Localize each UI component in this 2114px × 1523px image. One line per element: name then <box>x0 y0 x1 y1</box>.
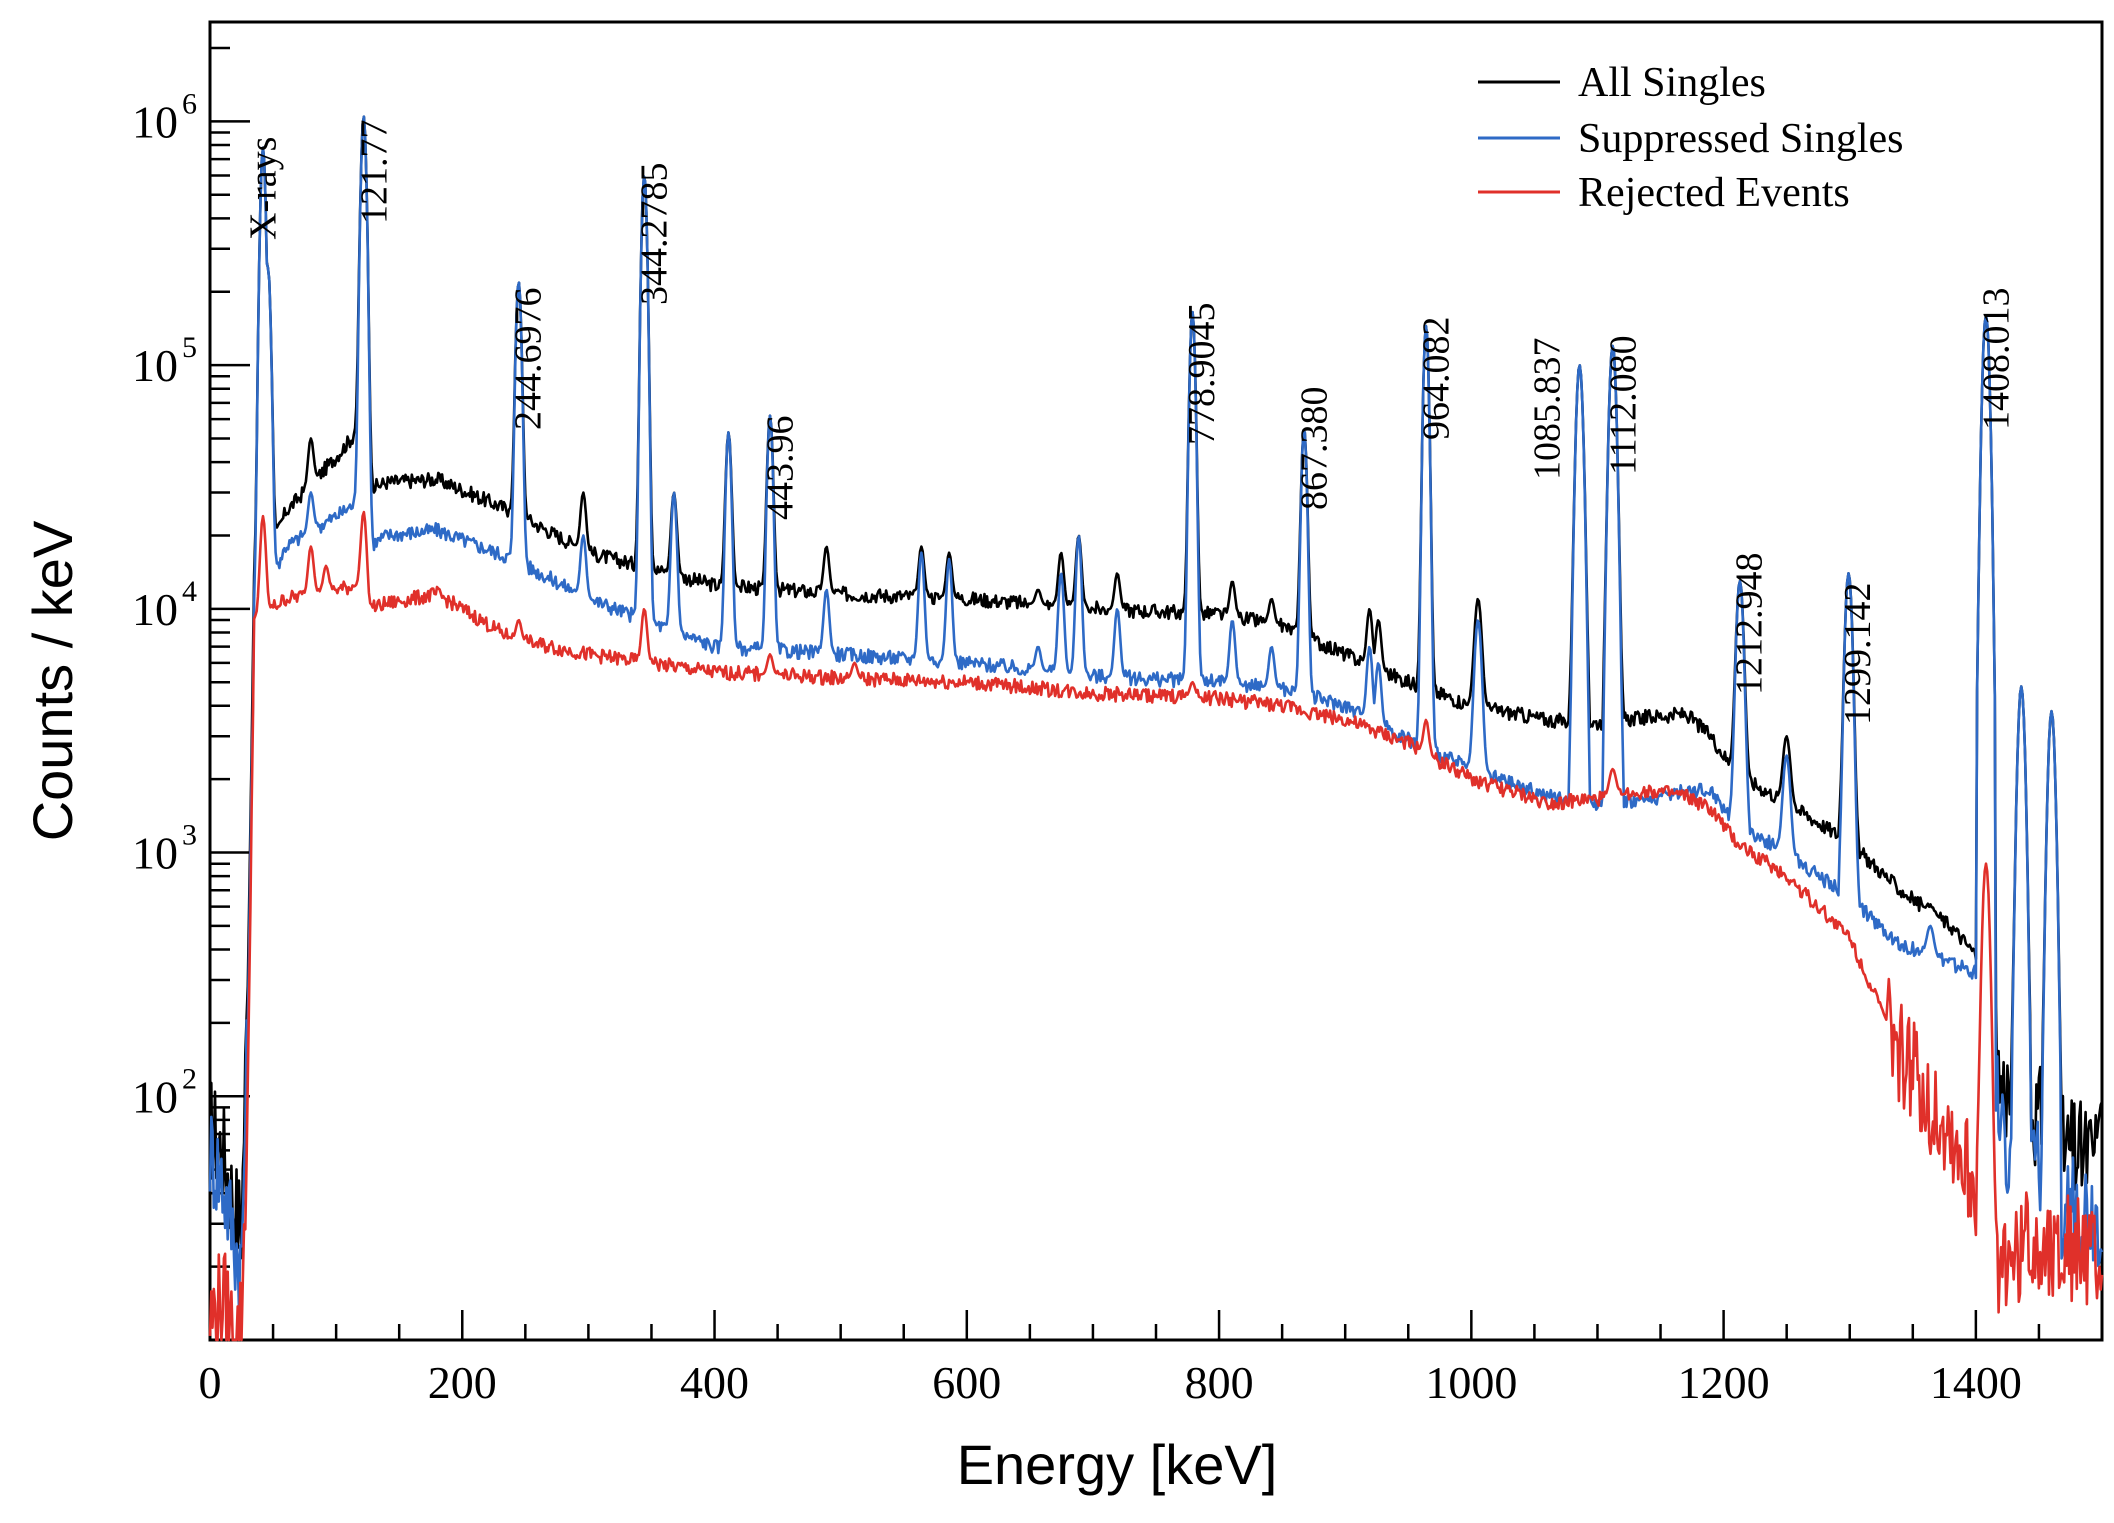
y-tick-exponent: 3 <box>182 819 197 852</box>
x-tick-label: 1400 <box>1930 1357 2022 1408</box>
peak-label: X-rays <box>243 137 285 240</box>
y-tick-exponent: 4 <box>182 575 197 608</box>
y-tick-exponent: 5 <box>182 331 197 364</box>
legend-label: Rejected Events <box>1578 170 1850 216</box>
y-tick-exponent: 6 <box>182 87 197 120</box>
peak-label: 121.77 <box>354 120 396 225</box>
series-line-1 <box>209 115 2104 1261</box>
peak-label: 1299.142 <box>1837 583 1879 726</box>
peak-label: 867.380 <box>1293 387 1335 511</box>
peak-label: 778.9045 <box>1181 303 1223 446</box>
x-tick-label: 1200 <box>1678 1357 1770 1408</box>
plot-frame <box>208 20 2104 1342</box>
peak-label: 1212.948 <box>1728 553 1770 696</box>
x-tick-label: 200 <box>428 1357 497 1408</box>
series-group <box>208 115 2104 1342</box>
y-tick-label: 10 <box>132 340 178 391</box>
x-axis: 0 200 400 600 800 1000 1200 1400 <box>199 1310 2104 1408</box>
x-axis-label: Energy [keV] <box>957 1433 1278 1496</box>
x-tick-label: 800 <box>1185 1357 1254 1408</box>
legend: All Singles Suppressed Singles Rejected Ev… <box>1478 60 1904 216</box>
peak-label: 964.082 <box>1416 317 1458 441</box>
peak-label: 344.2785 <box>634 163 676 306</box>
series-line-3 <box>208 510 2104 1342</box>
x-tick-label: 0 <box>199 1357 222 1408</box>
peak-label: 443.96 <box>760 416 802 521</box>
peak-label: 1408.013 <box>1976 288 2018 431</box>
y-tick-label: 10 <box>132 584 178 635</box>
x-tick-label: 400 <box>680 1357 749 1408</box>
peak-label: 1112.080 <box>1602 335 1644 475</box>
peak-label: 1085.837 <box>1527 338 1569 481</box>
legend-label: Suppressed Singles <box>1578 116 1904 162</box>
x-tick-label: 600 <box>932 1357 1001 1408</box>
legend-label: All Singles <box>1578 60 1766 106</box>
peak-annotations: X-rays 121.77 244.6976 344.2785 443.96 778.90… <box>243 120 2018 726</box>
y-tick-exponent: 2 <box>182 1062 197 1095</box>
y-tick-label: 10 <box>132 96 178 147</box>
x-tick-label: 1000 <box>1425 1357 1517 1408</box>
series-line-2 <box>208 115 2104 1312</box>
peak-label: 244.6976 <box>507 288 549 431</box>
y-tick-label: 10 <box>132 1071 178 1122</box>
y-axis-label: Counts / keV <box>21 520 84 841</box>
y-tick-label: 10 <box>132 828 178 879</box>
